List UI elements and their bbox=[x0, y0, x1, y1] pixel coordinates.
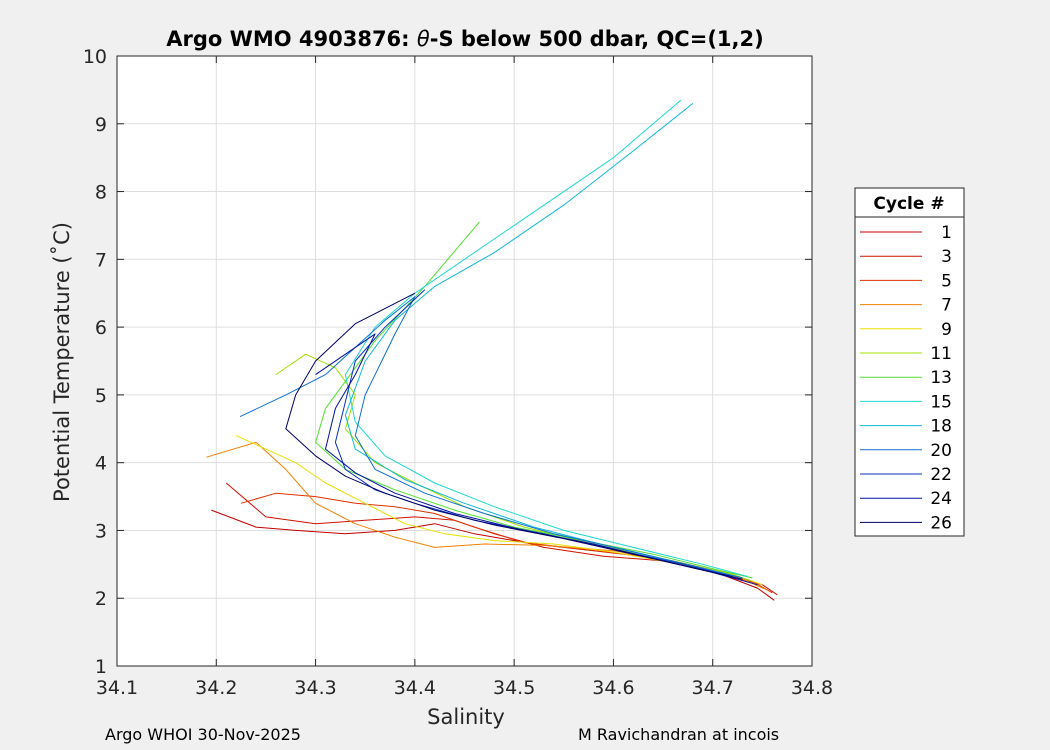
y-tick-label: 3 bbox=[95, 520, 107, 542]
legend-label-cycle-22: 22 bbox=[930, 465, 952, 485]
series-line-cycle-15 bbox=[344, 99, 748, 577]
legend-label-cycle-5: 5 bbox=[941, 271, 952, 291]
data-lines bbox=[206, 99, 778, 601]
series-line-cycle-20 bbox=[239, 296, 743, 579]
legend-label-cycle-18: 18 bbox=[930, 417, 952, 437]
y-axis-label: Potential Temperature (˚C) bbox=[50, 222, 74, 502]
x-tick-label: 34.6 bbox=[592, 677, 634, 699]
legend-label-cycle-15: 15 bbox=[930, 392, 952, 412]
x-tick-label: 34.8 bbox=[791, 677, 833, 699]
legend-box bbox=[854, 187, 965, 537]
x-tick-label: 34.3 bbox=[294, 677, 336, 699]
chart-title: Argo WMO 4903876: θ-S below 500 dbar, QC… bbox=[166, 27, 763, 51]
legend-label-cycle-3: 3 bbox=[941, 247, 952, 267]
axis-ticks: 34.1 34.2 34.3 34.4 34.5 34.6 34.7 34.8 1 2 3 4 5 6 7 8… bbox=[83, 46, 833, 699]
grid bbox=[117, 56, 812, 666]
y-tick-label: 8 bbox=[95, 182, 107, 204]
y-tick-label: 6 bbox=[95, 317, 107, 339]
legend-label-cycle-1: 1 bbox=[941, 223, 952, 243]
series-line-cycle-26 bbox=[285, 292, 743, 580]
legend-label-cycle-7: 7 bbox=[941, 296, 952, 316]
y-tick-label: 2 bbox=[95, 588, 107, 610]
x-tick-label: 34.1 bbox=[96, 677, 138, 699]
x-tick-label: 34.2 bbox=[195, 677, 237, 699]
legend-label-cycle-20: 20 bbox=[930, 441, 952, 461]
y-tick-label: 4 bbox=[95, 453, 107, 475]
legend-title: Cycle # bbox=[873, 194, 944, 214]
x-tick-label: 34.7 bbox=[692, 677, 734, 699]
x-axis-label: Salinity bbox=[427, 705, 505, 729]
legend-label-cycle-13: 13 bbox=[930, 368, 952, 388]
footer-right: M Ravichandran at incois bbox=[578, 725, 780, 744]
plot-area bbox=[117, 56, 812, 666]
y-tick-label: 1 bbox=[95, 656, 107, 678]
series-line-cycle-18 bbox=[344, 103, 743, 579]
y-tick-label: 10 bbox=[83, 46, 107, 68]
footer-left: Argo WHOI 30-Nov-2025 bbox=[105, 725, 301, 744]
y-tick-label: 5 bbox=[95, 385, 107, 407]
plot-frame bbox=[116, 55, 813, 667]
legend-label-cycle-24: 24 bbox=[930, 489, 952, 509]
legend-label-cycle-11: 11 bbox=[930, 344, 952, 364]
x-tick-label: 34.5 bbox=[493, 677, 535, 699]
legend-label-cycle-9: 9 bbox=[941, 320, 952, 340]
x-tick-label: 34.4 bbox=[394, 677, 436, 699]
y-tick-label: 7 bbox=[95, 249, 107, 271]
y-tick-label: 9 bbox=[95, 114, 107, 136]
series-line-cycle-13 bbox=[315, 221, 753, 579]
legend-label-cycle-26: 26 bbox=[930, 513, 952, 533]
